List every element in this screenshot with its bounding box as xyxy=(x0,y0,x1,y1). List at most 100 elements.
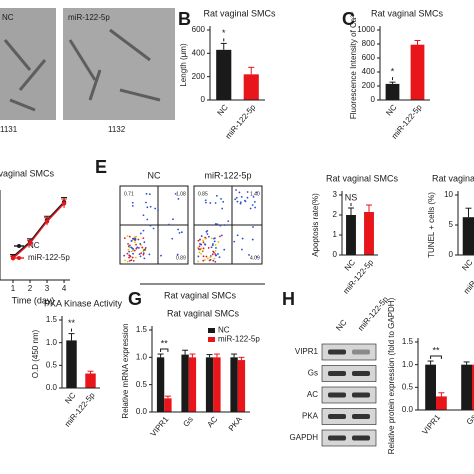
y-tick-label: 1.0 xyxy=(136,352,148,361)
significance: ** xyxy=(68,318,76,328)
dot xyxy=(128,259,131,262)
dot xyxy=(214,254,217,257)
panel-label: G xyxy=(128,289,142,309)
dot xyxy=(213,237,216,240)
dot xyxy=(215,194,218,197)
dot xyxy=(134,237,137,240)
dot xyxy=(251,238,254,241)
dot xyxy=(219,235,221,238)
dot xyxy=(213,257,216,260)
dot xyxy=(202,255,205,258)
y-tick-label: 200 xyxy=(362,81,376,90)
y-tick-label: 0.0 xyxy=(136,407,148,416)
cell-shapes xyxy=(3,28,161,112)
y-tick-label: 0 xyxy=(201,95,206,104)
dot xyxy=(234,198,237,201)
significance-bracket xyxy=(160,348,169,353)
dot xyxy=(238,191,241,194)
y-axis-label: Fluorescence Intensity of Ca²⁺ xyxy=(349,11,358,119)
dot xyxy=(149,224,152,227)
bar xyxy=(410,44,425,100)
y-tick-label: 5 xyxy=(449,220,454,229)
dot xyxy=(219,224,222,227)
bar xyxy=(181,354,189,412)
y-tick-label: 10 xyxy=(444,190,453,199)
legend-swatch xyxy=(208,337,215,342)
dot xyxy=(132,259,135,262)
x-axis-label: Time (day) xyxy=(12,295,55,305)
dot xyxy=(217,241,220,243)
dot xyxy=(146,218,149,221)
point xyxy=(27,241,33,246)
micrograph xyxy=(63,8,175,120)
quadrant-value: 1.08 xyxy=(176,191,186,197)
dot xyxy=(199,243,202,246)
band xyxy=(352,349,370,355)
significance: ** xyxy=(432,345,440,355)
axis xyxy=(379,26,430,101)
dot xyxy=(154,207,157,210)
dot xyxy=(129,255,132,258)
dot xyxy=(148,253,151,256)
dot xyxy=(214,260,217,263)
bar xyxy=(213,357,221,412)
dot xyxy=(180,231,183,234)
dot xyxy=(197,255,200,258)
dot xyxy=(135,243,137,246)
dot xyxy=(204,237,207,240)
x-tick-label: VIPR1 xyxy=(149,414,171,438)
y-tick-label: 1.5 xyxy=(136,325,148,334)
dot xyxy=(174,193,177,195)
dot xyxy=(138,253,141,256)
dot xyxy=(128,250,131,253)
dot xyxy=(252,226,254,228)
dot xyxy=(141,246,144,249)
blot-strip xyxy=(321,343,377,361)
dot xyxy=(248,254,250,256)
dot xyxy=(199,248,201,251)
dot xyxy=(145,192,148,195)
y-tick-label: 1 xyxy=(333,230,338,239)
dot xyxy=(214,249,217,252)
dot xyxy=(126,252,129,255)
quadrant-value: 0.89 xyxy=(176,255,186,261)
x-tick-label: 3 xyxy=(45,284,50,293)
dot xyxy=(128,256,130,259)
point xyxy=(61,201,67,206)
point xyxy=(44,219,50,224)
y-axis-label: TUNEL + cells (%) xyxy=(427,192,436,258)
chart-title: Rat vaginal SMCs xyxy=(432,173,474,183)
axis xyxy=(417,338,474,411)
x-tick-label: NC xyxy=(63,391,77,406)
dot xyxy=(133,249,136,252)
dot xyxy=(123,254,126,257)
image-label: NC xyxy=(2,13,14,22)
dot xyxy=(131,247,134,250)
band xyxy=(328,371,346,376)
dot xyxy=(220,234,223,237)
quadrant-value: 0.71 xyxy=(124,191,134,197)
dot xyxy=(251,204,254,206)
panel-label: H xyxy=(282,289,295,309)
dot xyxy=(214,253,217,255)
axis xyxy=(61,316,100,389)
chart-title: Rat vaginal SMCs xyxy=(0,168,55,178)
legend-label: miR-122-5p xyxy=(218,335,260,344)
y-tick-label: 1.5 xyxy=(402,337,414,346)
y-tick-label: 0.5 xyxy=(402,382,414,391)
dot xyxy=(207,247,210,249)
micrograph xyxy=(0,8,56,120)
dot xyxy=(131,237,134,240)
dot xyxy=(253,201,256,203)
chart-title: Rat vaginal SMCs xyxy=(203,8,276,18)
dot xyxy=(130,259,133,262)
dot xyxy=(209,202,212,204)
dot xyxy=(235,189,237,191)
y-tick-label: 0 xyxy=(449,250,454,259)
x-tick-label: AC xyxy=(205,415,219,429)
dot xyxy=(246,196,249,199)
dot xyxy=(202,259,205,262)
dot xyxy=(244,199,246,202)
blot-strip xyxy=(321,429,377,447)
dot xyxy=(157,209,159,212)
